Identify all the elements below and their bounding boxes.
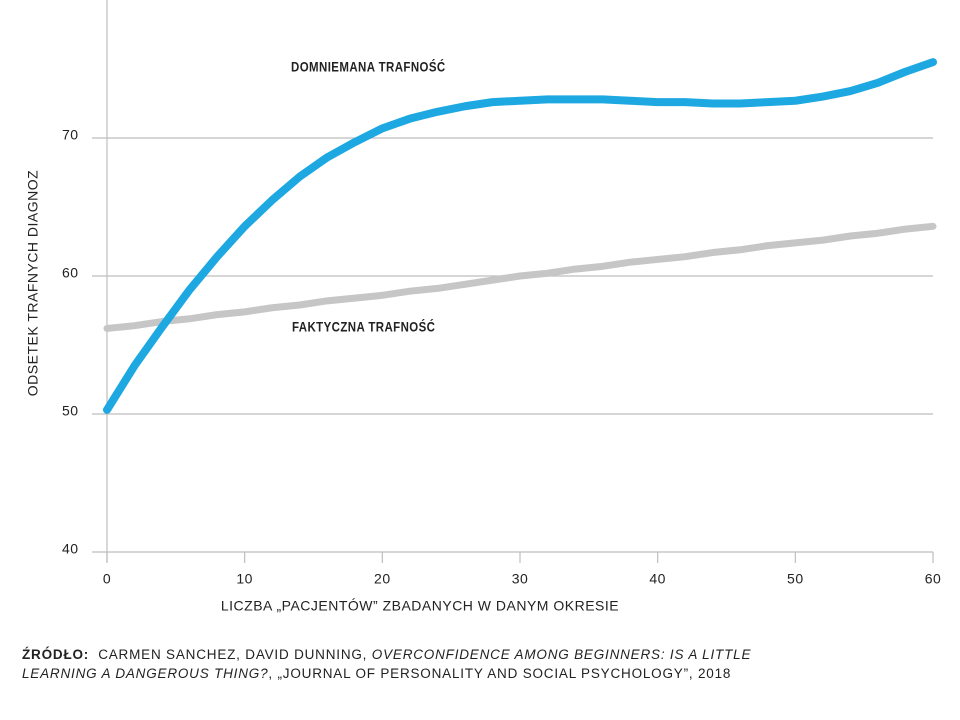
x-tick-label: 0: [103, 571, 111, 587]
source-label: ŹRÓDŁO:: [22, 647, 90, 662]
x-tick-label: 40: [649, 571, 666, 587]
y-tick-label: 70: [62, 127, 79, 143]
y-tick-label: 60: [62, 265, 79, 281]
series-line: [103, 222, 937, 332]
chart: LICZBA „PACJENTÓW” ZBADANYCH W DANYM OKR…: [25, 0, 942, 614]
y-tick-label: 40: [62, 541, 79, 557]
x-axis-label: LICZBA „PACJENTÓW” ZBADANYCH W DANYM OKR…: [221, 598, 619, 614]
y-tick-label: 50: [62, 403, 79, 419]
source-note: ŹRÓDŁO: CARMEN SANCHEZ, DAVID DUNNING, O…: [22, 645, 752, 683]
x-tick-label: 60: [925, 571, 942, 587]
series-line: [103, 58, 937, 414]
source-authors: CARMEN SANCHEZ, DAVID DUNNING,: [98, 647, 368, 662]
x-tick-label: 10: [236, 571, 253, 587]
series-label: FAKTYCZNA TRAFNOŚĆ: [292, 319, 435, 335]
source-rest: , „JOURNAL OF PERSONALITY AND SOCIAL PSY…: [268, 666, 732, 681]
source-title: OVERCONFIDENCE AMONG BEGINNERS: IS A LIT…: [22, 647, 752, 681]
y-axis-label: ODSETEK TRAFNYCH DIAGNOZ: [25, 170, 41, 396]
x-tick-label: 20: [374, 571, 391, 587]
series-label: DOMNIEMANA TRAFNOŚĆ: [291, 59, 446, 75]
x-tick-label: 50: [787, 571, 804, 587]
x-tick-label: 30: [512, 571, 529, 587]
